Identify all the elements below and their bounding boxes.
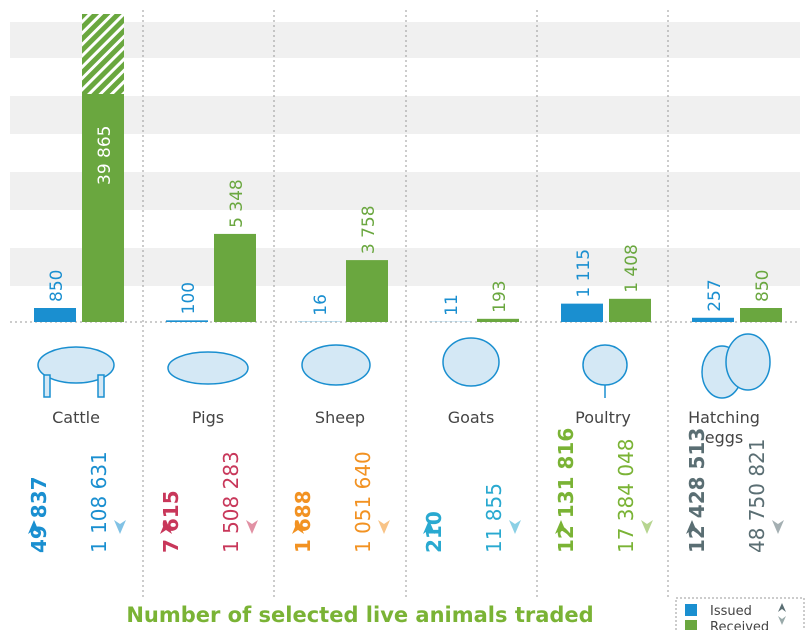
bar bbox=[561, 304, 603, 322]
bar bbox=[214, 234, 256, 322]
value-label: 1 408 bbox=[622, 244, 642, 293]
value-label: 39 865 bbox=[95, 126, 115, 185]
category-label: Hatching eggs bbox=[679, 408, 769, 448]
value-label: 100 bbox=[179, 282, 199, 314]
chart: Number of selected live animals traded 8… bbox=[0, 0, 806, 630]
bar bbox=[166, 320, 208, 322]
page: Number of selected live animals traded 8… bbox=[0, 0, 806, 630]
value-label: 16 bbox=[311, 294, 331, 316]
category-label: Pigs bbox=[163, 408, 253, 428]
bar bbox=[34, 308, 76, 322]
value-label: 257 bbox=[705, 279, 725, 311]
value-label: 850 bbox=[753, 270, 773, 302]
legend-label: Issued bbox=[710, 604, 752, 619]
issued-total: 12 131 816 bbox=[554, 428, 578, 553]
category-label: Cattle bbox=[31, 408, 121, 428]
legend-swatch bbox=[685, 604, 697, 616]
down-arrow bbox=[509, 520, 521, 534]
legend-label: Received bbox=[710, 620, 769, 630]
bar bbox=[692, 318, 734, 322]
issued-total: 1 688 bbox=[291, 490, 315, 553]
received-total: 1 108 631 bbox=[87, 451, 111, 553]
value-label: 5 348 bbox=[227, 179, 247, 228]
value-label: 11 bbox=[442, 294, 462, 316]
value-label: 193 bbox=[490, 280, 510, 312]
down-arrow bbox=[641, 520, 653, 534]
received-total: 1 508 283 bbox=[219, 451, 243, 553]
icons bbox=[38, 334, 770, 398]
received-total: 17 384 048 bbox=[614, 438, 638, 553]
value-label: 3 758 bbox=[359, 205, 379, 254]
received-total: 1 051 640 bbox=[351, 451, 375, 553]
category-label: Goats bbox=[426, 408, 516, 428]
received-total: 48 750 821 bbox=[745, 438, 769, 553]
category-label: Sheep bbox=[295, 408, 385, 428]
received-total: 11 855 bbox=[482, 483, 506, 553]
value-label: 850 bbox=[47, 270, 67, 302]
bar bbox=[740, 308, 782, 322]
bar bbox=[477, 319, 519, 322]
legend-swatch bbox=[685, 620, 697, 630]
bar bbox=[609, 299, 651, 322]
value-label: 1 115 bbox=[574, 249, 594, 298]
issued-total: 49 837 bbox=[27, 476, 51, 553]
down-arrow bbox=[246, 520, 258, 534]
down-arrow bbox=[378, 520, 390, 534]
category-label: Poultry bbox=[558, 408, 648, 428]
bar bbox=[346, 260, 388, 322]
down-arrow bbox=[772, 520, 784, 534]
down-arrow bbox=[114, 520, 126, 534]
bands bbox=[10, 22, 800, 286]
chart-title: Number of selected live animals traded bbox=[126, 603, 593, 627]
issued-total: 7 615 bbox=[159, 490, 183, 553]
